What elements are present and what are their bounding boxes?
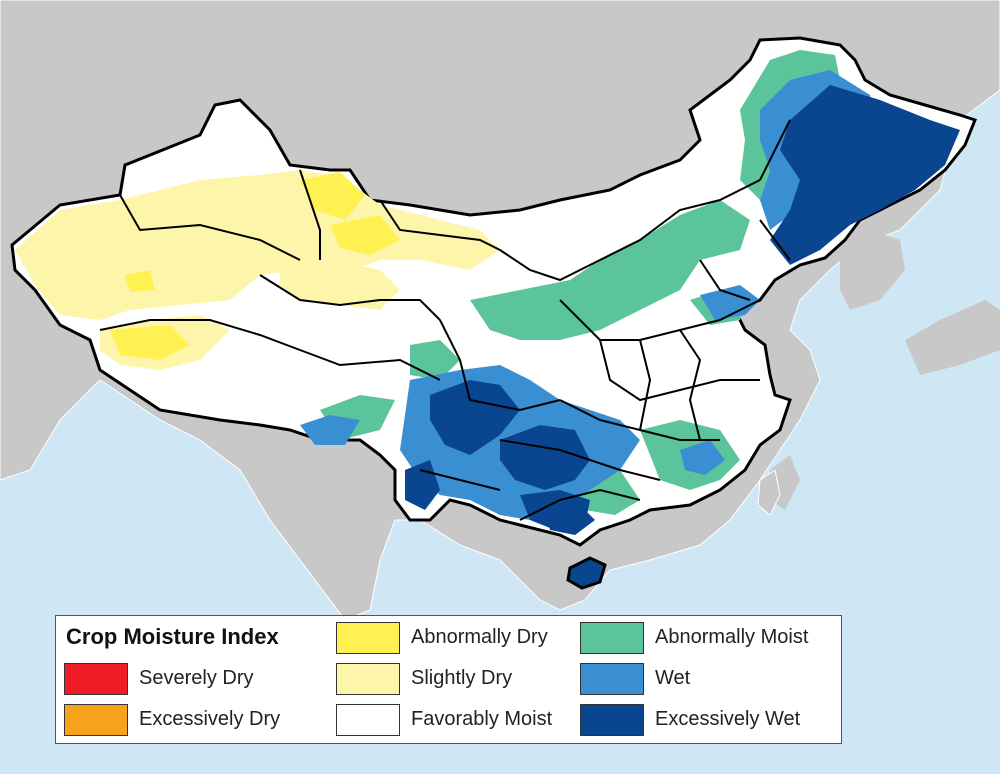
legend-label-excessively-dry: Excessively Dry — [139, 708, 281, 730]
legend-swatch-excessively-wet — [580, 704, 644, 736]
legend-swatch-favorably-moist — [336, 704, 400, 736]
legend-label-excessively-wet: Excessively Wet — [655, 708, 801, 730]
legend-swatch-wet — [580, 663, 644, 695]
legend-swatch-excessively-dry — [64, 704, 128, 736]
legend-label-severely-dry: Severely Dry — [139, 667, 254, 689]
map-legend: Crop Moisture Index Severely Dry Excessi… — [55, 615, 842, 744]
legend-label-wet: Wet — [655, 667, 691, 689]
abnormally-dry-areas — [110, 172, 400, 360]
legend-swatch-abnormally-dry — [336, 622, 400, 654]
legend-swatch-slightly-dry — [336, 663, 400, 695]
legend-label-abnormally-moist: Abnormally Moist — [655, 626, 809, 648]
legend-swatch-severely-dry — [64, 663, 128, 695]
excessively-wet-areas — [405, 85, 960, 535]
hainan-island — [566, 556, 607, 590]
japan-korea-land — [770, 230, 1000, 510]
taiwan-island — [757, 469, 781, 516]
china-mainland — [10, 36, 977, 547]
legend-title: Crop Moisture Index — [66, 624, 279, 649]
legend-swatch-abnormally-moist — [580, 622, 644, 654]
legend-label-slightly-dry: Slightly Dry — [411, 667, 513, 689]
legend-label-favorably-moist: Favorably Moist — [411, 708, 553, 730]
province-borders — [99, 119, 791, 521]
legend-label-abnormally-dry: Abnormally Dry — [411, 626, 548, 648]
